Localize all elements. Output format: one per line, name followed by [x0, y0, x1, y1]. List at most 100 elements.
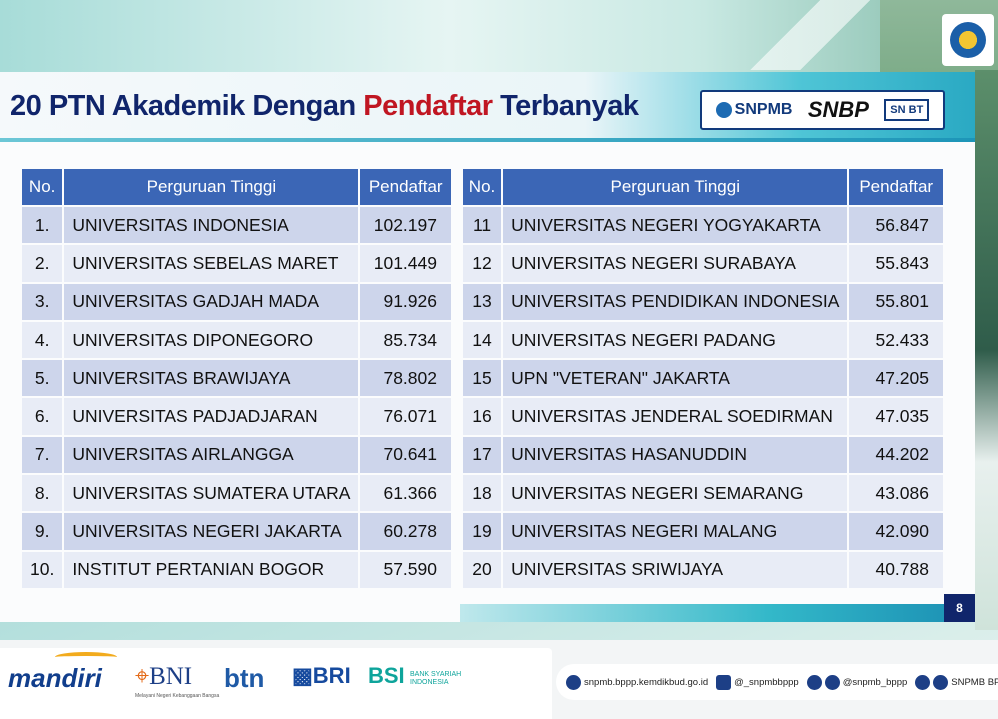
rank-cell: 19	[463, 513, 502, 550]
facebook-icon	[915, 674, 931, 690]
applicants-cell: 55.801	[849, 283, 943, 320]
university-cell: INSTITUT PERTANIAN BOGOR	[64, 551, 359, 588]
university-cell: UNIVERSITAS DIPONEGORO	[64, 321, 359, 359]
footer-social-bar: snpmb.bppp.kemdikbud.go.id @_snpmbbppp @…	[556, 664, 998, 700]
snpmb-logo-text: SNPMB	[734, 101, 793, 118]
university-cell: UNIVERSITAS PENDIDIKAN INDONESIA	[503, 283, 848, 320]
social-facebook-youtube[interactable]: SNPMB BPPP	[915, 674, 998, 690]
kemdikbud-logo	[942, 14, 994, 66]
applicants-cell: 44.202	[849, 436, 943, 474]
rank-cell: 8.	[22, 475, 63, 512]
applicants-cell: 61.366	[360, 475, 451, 512]
university-cell: UNIVERSITAS SRIWIJAYA	[503, 551, 848, 588]
rank-cell: 1.	[22, 207, 63, 244]
university-cell: UNIVERSITAS NEGERI SEMARANG	[503, 475, 848, 512]
applicants-cell: 78.802	[360, 360, 451, 397]
table-row: 10. INSTITUT PERTANIAN BOGOR 57.590	[22, 551, 451, 588]
bni-logo-text: BNI	[149, 663, 193, 690]
snbp-logo: SNBP	[807, 97, 869, 122]
rank-cell: 5.	[22, 360, 63, 397]
table-row: 12 UNIVERSITAS NEGERI SURABAYA 55.843	[463, 245, 943, 282]
title-part2: Terbanyak	[492, 90, 639, 122]
column-header-applicants: Pendaftar	[360, 169, 451, 205]
title-part1: 20 PTN Akademik Dengan	[10, 90, 364, 122]
rank-cell: 7.	[22, 436, 63, 474]
table-row: 6. UNIVERSITAS PADJADJARAN 76.071	[22, 398, 451, 435]
bni-tagline: Melayani Negeri Kebanggaan Bangsa	[135, 693, 220, 699]
rank-cell: 13	[463, 283, 502, 320]
table-row: 11 UNIVERSITAS NEGERI YOGYAKARTA 56.847	[463, 207, 943, 244]
applicants-cell: 101.449	[360, 245, 451, 282]
table-row: 9. UNIVERSITAS NEGERI JAKARTA 60.278	[22, 513, 451, 550]
applicants-cell: 52.433	[849, 321, 943, 359]
university-cell: UNIVERSITAS SEBELAS MARET	[64, 245, 359, 282]
applicants-cell: 57.590	[360, 551, 451, 588]
social-website[interactable]: snpmb.bppp.kemdikbud.go.id	[566, 674, 708, 690]
table-row: 8. UNIVERSITAS SUMATERA UTARA 61.366	[22, 475, 451, 512]
bri-logo-text: BRI	[312, 663, 351, 688]
applicants-cell: 55.843	[849, 245, 943, 282]
rank-cell: 3.	[22, 283, 63, 320]
university-cell: UNIVERSITAS JENDERAL SOEDIRMAN	[503, 398, 848, 435]
table-row: 15 UPN "VETERAN" JAKARTA 47.205	[463, 360, 943, 397]
column-header-no: No.	[463, 169, 502, 205]
table-row: 4. UNIVERSITAS DIPONEGORO 85.734	[22, 321, 451, 359]
column-header-applicants: Pendaftar	[849, 169, 943, 205]
applicants-cell: 42.090	[849, 513, 943, 550]
background-right-strip	[975, 70, 998, 630]
table-row: 5. UNIVERSITAS BRAWIJAYA 78.802	[22, 360, 451, 397]
rank-cell: 14	[463, 321, 502, 359]
university-cell: UNIVERSITAS INDONESIA	[64, 207, 359, 244]
globe-icon	[566, 674, 581, 690]
bni-mark-icon: ⌖	[135, 663, 150, 690]
table-row: 3. UNIVERSITAS GADJAH MADA 91.926	[22, 283, 451, 320]
title-highlight: Pendaftar	[363, 90, 493, 122]
applicants-cell: 60.278	[360, 513, 451, 550]
applicants-cell: 47.035	[849, 398, 943, 435]
applicants-cell: 43.086	[849, 475, 943, 512]
table-row: 18 UNIVERSITAS NEGERI SEMARANG 43.086	[463, 475, 943, 512]
table-row: 13 UNIVERSITAS PENDIDIKAN INDONESIA 55.801	[463, 283, 943, 320]
table-row: 14 UNIVERSITAS NEGERI PADANG 52.433	[463, 321, 943, 359]
table-row: 7. UNIVERSITAS AIRLANGGA 70.641	[22, 436, 451, 474]
university-cell: UNIVERSITAS HASANUDDIN	[503, 436, 848, 474]
tut-wuri-handayani-icon	[950, 22, 986, 58]
instagram-icon	[716, 674, 732, 690]
university-cell: UNIVERSITAS SUMATERA UTARA	[64, 475, 359, 512]
snpmb-logo-icon	[715, 102, 732, 118]
mandiri-logo: mandiri	[8, 663, 102, 693]
youtube-icon	[933, 674, 949, 690]
applicants-cell: 70.641	[360, 436, 451, 474]
applicants-cell: 56.847	[849, 207, 943, 244]
column-header-university: Perguruan Tinggi	[503, 169, 848, 205]
tiktok-icon	[824, 674, 840, 690]
applicants-cell: 40.788	[849, 551, 943, 588]
table-row: 19 UNIVERSITAS NEGERI MALANG 42.090	[463, 513, 943, 550]
rank-cell: 20	[463, 551, 502, 588]
rank-cell: 18	[463, 475, 502, 512]
university-cell: UNIVERSITAS NEGERI JAKARTA	[64, 513, 359, 550]
snpmb-logo: SNPMB	[715, 101, 793, 119]
rank-cell: 12	[463, 245, 502, 282]
bni-logo: ⌖BNI	[135, 663, 192, 691]
snpmb-logo-box: SNPMB SNBP SN BT	[700, 90, 945, 130]
bri-mark-icon: ▩	[292, 663, 313, 688]
university-cell: UNIVERSITAS NEGERI YOGYAKARTA	[503, 207, 848, 244]
rank-cell: 4.	[22, 321, 63, 359]
social-instagram[interactable]: @_snpmbbppp	[716, 674, 799, 690]
social-x-tiktok[interactable]: @snpmb_bppp	[806, 674, 907, 690]
bsi-logo: BSI	[368, 663, 405, 688]
applicants-cell: 91.926	[360, 283, 451, 320]
rank-cell: 2.	[22, 245, 63, 282]
rank-cell: 16	[463, 398, 502, 435]
background-decoration	[720, 0, 900, 70]
slide: 20 PTN Akademik Dengan Pendaftar Terbany…	[0, 72, 975, 622]
btn-logo: btn	[224, 663, 265, 693]
rank-cell: 17	[463, 436, 502, 474]
ranking-table-right: No. Perguruan Tinggi Pendaftar 11 UNIVERS…	[461, 167, 945, 590]
rank-cell: 11	[463, 207, 502, 244]
bsi-tagline: BANK SYARIAH INDONESIA	[410, 671, 462, 686]
table-row: 16 UNIVERSITAS JENDERAL SOEDIRMAN 47.035	[463, 398, 943, 435]
university-cell: UPN "VETERAN" JAKARTA	[503, 360, 848, 397]
rank-cell: 6.	[22, 398, 63, 435]
